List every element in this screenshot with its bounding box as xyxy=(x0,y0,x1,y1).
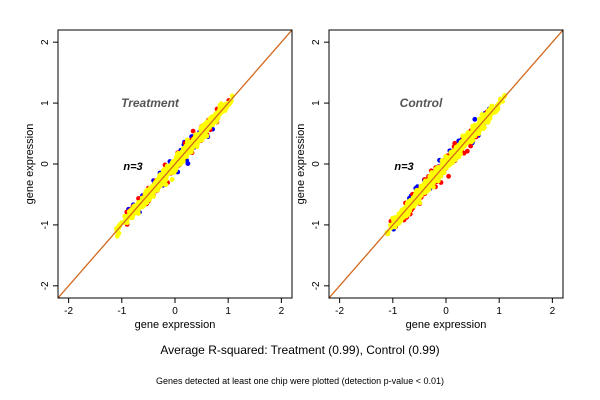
data-point xyxy=(124,220,130,226)
data-point xyxy=(431,184,436,190)
x-tick-label: -1 xyxy=(117,306,126,317)
y-tick-label: 1 xyxy=(311,100,322,106)
y-tick-label: -1 xyxy=(311,220,322,229)
y-axis-label: gene expression xyxy=(295,124,307,205)
x-tick-label: -1 xyxy=(388,306,397,317)
data-point xyxy=(195,132,200,138)
data-point xyxy=(446,173,451,179)
data-point xyxy=(472,116,478,122)
data-point xyxy=(169,177,175,182)
data-point xyxy=(447,162,453,168)
scatter-panel-1: -2 -1 0 1 2 -2 -1 0 1 2 gene expression gene expres… xyxy=(24,29,293,331)
x-tick-label: 2 xyxy=(550,306,556,317)
data-point xyxy=(184,146,190,152)
data-point xyxy=(453,144,459,150)
x-tick-label: 1 xyxy=(496,306,502,317)
data-point xyxy=(116,230,122,236)
data-point xyxy=(396,220,402,226)
y-tick-label: -2 xyxy=(40,281,51,290)
x-tick-label: 0 xyxy=(443,306,449,317)
data-point xyxy=(172,160,178,166)
data-point xyxy=(184,154,190,159)
data-point xyxy=(154,187,160,193)
y-tick-label: -2 xyxy=(311,281,322,290)
data-point xyxy=(489,103,495,109)
y-tick-label: 0 xyxy=(40,161,51,167)
data-point xyxy=(135,208,141,214)
data-point xyxy=(417,187,423,192)
identity-line xyxy=(58,30,292,298)
r-squared-caption: Average R-squared: Treatment (0.99), Con… xyxy=(160,343,440,357)
x-tick-label: 2 xyxy=(279,306,285,317)
y-tick-label: 2 xyxy=(311,39,322,45)
y-tick-label: 2 xyxy=(40,39,51,45)
data-point xyxy=(200,135,206,141)
x-tick-label: 0 xyxy=(172,306,178,317)
data-point xyxy=(385,229,391,235)
detection-footnote: Genes detected at least one chip were pl… xyxy=(156,376,444,386)
panel-title: Control xyxy=(400,96,443,110)
x-tick-label: -2 xyxy=(64,306,73,317)
panel-title: Treatment xyxy=(121,96,180,110)
data-point xyxy=(469,139,474,145)
y-tick-label: 1 xyxy=(40,100,51,106)
data-point xyxy=(407,198,413,203)
data-point xyxy=(128,207,134,213)
scatter-panel-2: -2 -1 0 1 2 -2 -1 0 1 2 gene expression gene expres… xyxy=(295,29,564,331)
x-tick-label: 1 xyxy=(225,306,231,317)
data-point xyxy=(490,109,496,114)
data-point xyxy=(458,151,463,157)
sample-count-label: n=3 xyxy=(123,161,142,173)
x-tick-label: -2 xyxy=(335,306,344,317)
identity-line xyxy=(329,30,563,298)
y-tick-label: 0 xyxy=(311,161,322,167)
x-axis-label: gene expression xyxy=(135,319,216,331)
data-point xyxy=(468,143,473,149)
data-point xyxy=(188,149,194,155)
data-point xyxy=(217,105,223,111)
data-point xyxy=(482,113,488,119)
data-point xyxy=(401,213,407,219)
data-point xyxy=(411,203,417,209)
data-point xyxy=(423,185,429,191)
points-group xyxy=(114,93,235,239)
data-point xyxy=(131,203,137,209)
sample-count-label: n=3 xyxy=(394,161,413,173)
data-point xyxy=(452,140,458,146)
x-axis-label: gene expression xyxy=(406,319,487,331)
data-point xyxy=(450,148,456,154)
data-point xyxy=(428,180,433,186)
data-point xyxy=(435,165,441,170)
points-group xyxy=(384,93,508,237)
data-point xyxy=(171,168,177,173)
data-point xyxy=(175,153,181,159)
data-point xyxy=(190,128,196,134)
data-point xyxy=(476,131,482,137)
y-tick-label: -1 xyxy=(40,220,51,229)
data-point xyxy=(431,170,437,176)
y-axis-label: gene expression xyxy=(24,124,36,205)
